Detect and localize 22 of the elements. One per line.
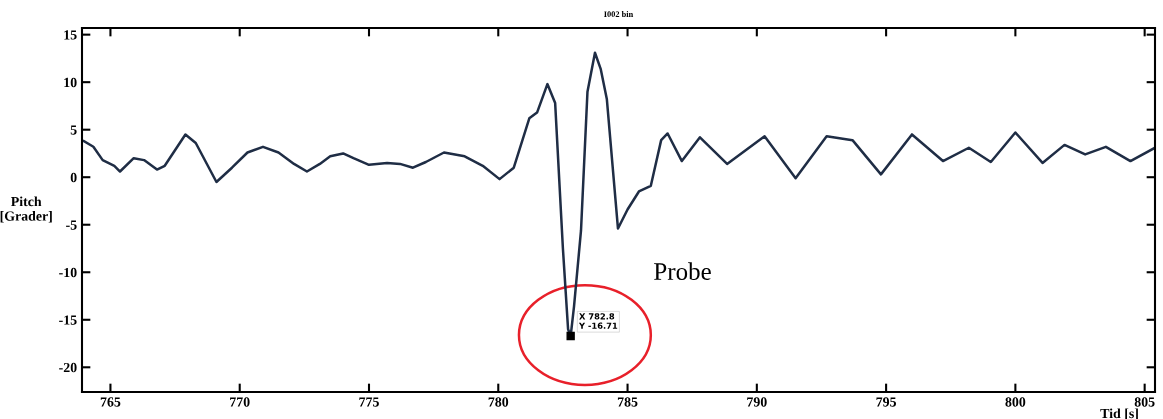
x-tick-label: 780 [488,397,509,407]
x-tick-label: 785 [617,397,638,407]
x-tick-label: 765 [100,397,121,407]
y-axis-title: Pitch [Grader] [0,196,52,223]
y-tick-label: 0 [70,172,77,183]
x-tick-label: 805 [1134,397,1155,407]
chart-title: I002 bin [604,11,634,17]
annotation: X 782.8 Y -16.71 [578,313,618,329]
y-tick-label: -20 [59,362,77,373]
x-tick-label: 795 [876,397,897,407]
y-tick-label: 10 [64,77,77,88]
x-axis-title: Tid [s] [1100,408,1138,419]
x-tick-label: 790 [747,397,767,407]
y-tick-label: -5 [66,220,77,230]
y-tick-label: -15 [59,315,77,325]
x-tick-label: 800 [1005,397,1026,407]
x-tick-label: 770 [230,397,250,407]
annotation: Probe [654,262,711,280]
y-tick-label: 15 [64,30,77,40]
y-tick-label: 5 [70,125,77,135]
y-tick-label: -10 [59,267,77,278]
x-tick-label: 775 [359,397,379,407]
